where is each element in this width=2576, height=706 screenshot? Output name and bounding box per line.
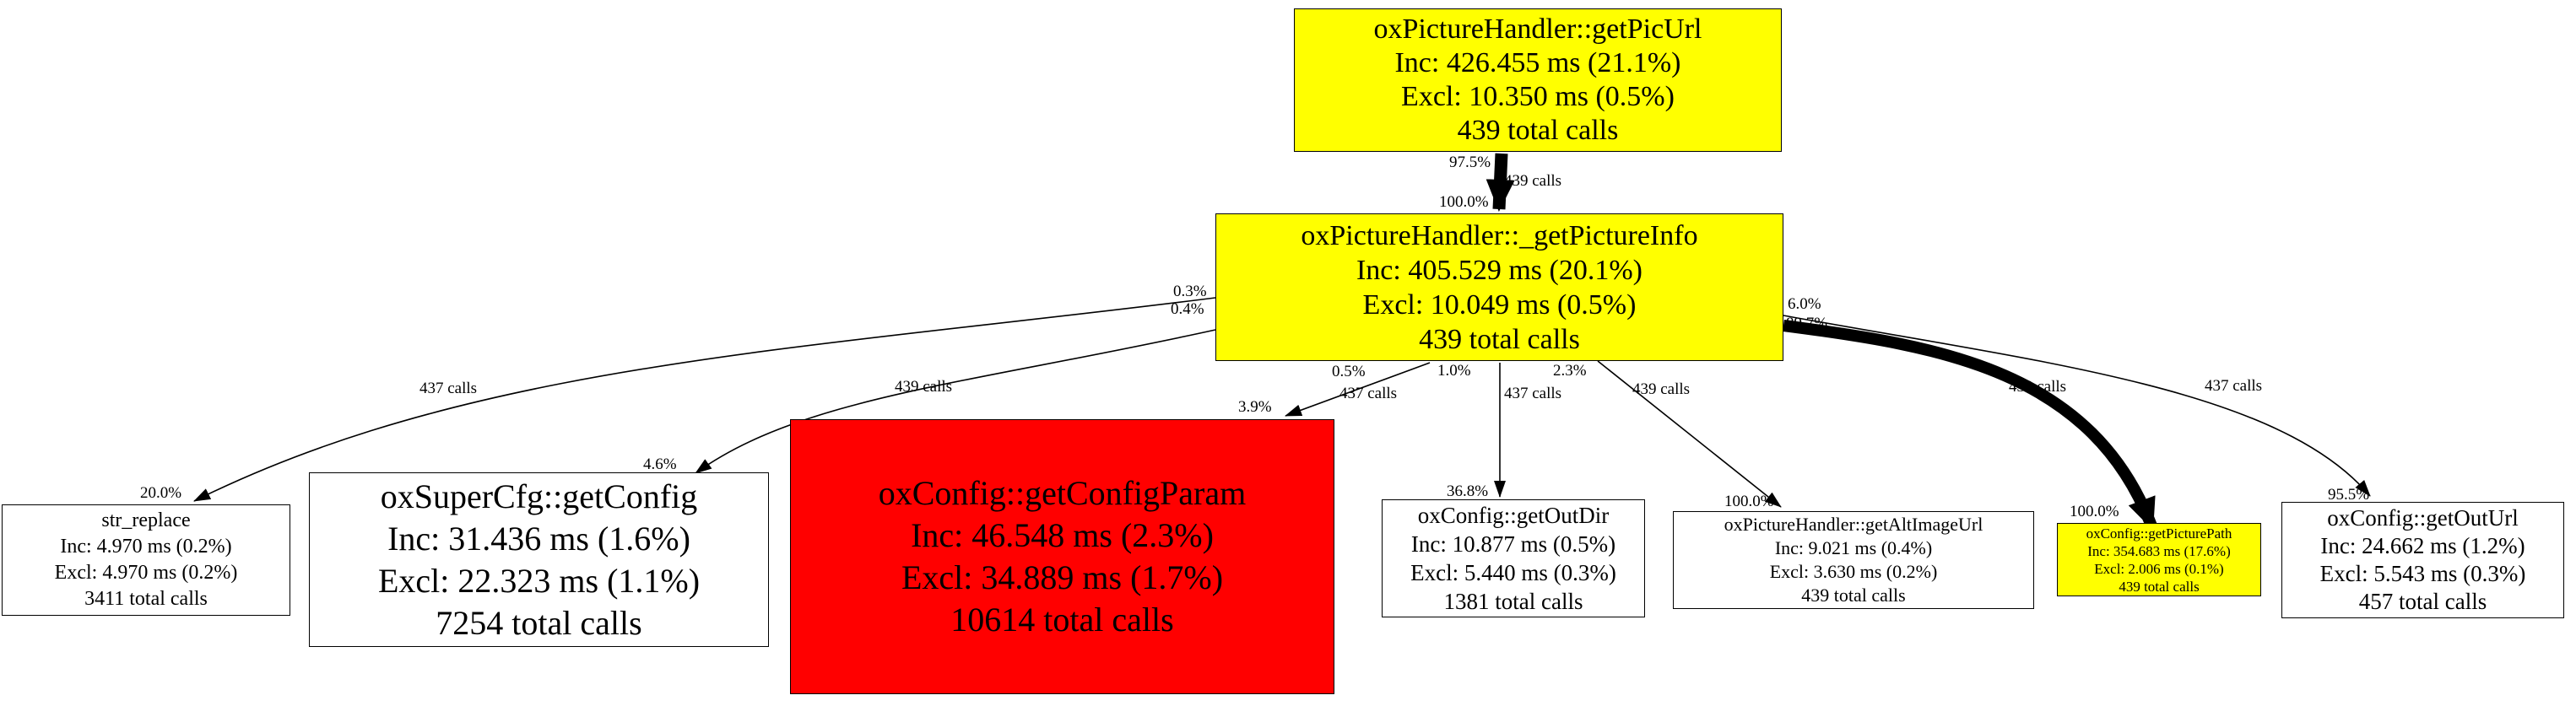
node-exclusive-time: Excl: 34.889 ms (1.7%) bbox=[901, 558, 1224, 596]
edge-getpicturepath-pct-target: 100.0% bbox=[2070, 503, 2119, 520]
edge-getpicurl-getpictureinfo-pct-target: 100.0% bbox=[1439, 193, 1489, 211]
node-exclusive-time: Excl: 22.323 ms (1.1%) bbox=[377, 561, 701, 600]
node-title: oxPictureHandler::_getPictureInfo bbox=[1301, 219, 1698, 251]
node-total-calls: 7254 total calls bbox=[436, 603, 642, 642]
node-exclusive-time: Excl: 10.350 ms (0.5%) bbox=[1401, 81, 1675, 112]
edge-getconfig-pct-target: 4.6% bbox=[643, 455, 677, 473]
node-title: oxPictureHandler::getAltImageUrl bbox=[1724, 514, 1983, 535]
node-inclusive-time: Inc: 354.683 ms (17.6%) bbox=[2087, 542, 2231, 559]
node-title: oxSuperCfg::getConfig bbox=[380, 477, 698, 515]
node-exclusive-time: Excl: 4.970 ms (0.2%) bbox=[54, 562, 238, 584]
edge-strreplace-call-count: 437 calls bbox=[419, 380, 478, 397]
node-title: oxPictureHandler::getPicUrl bbox=[1373, 13, 1702, 45]
node-exclusive-time: Excl: 2.006 ms (0.1%) bbox=[2094, 560, 2224, 577]
edge-getpicturepath-call-count: 439 calls bbox=[2009, 378, 2067, 396]
node-inclusive-time: Inc: 426.455 ms (21.1%) bbox=[1394, 47, 1681, 78]
node-total-calls: 439 total calls bbox=[1419, 323, 1580, 355]
node-total-calls: 439 total calls bbox=[2119, 578, 2200, 595]
edge-getpicurl-getpictureinfo-pct-source: 97.5% bbox=[1449, 154, 1491, 171]
edge-getpictureinfo-to-getouturl bbox=[1783, 315, 2371, 497]
node-oxconfig-getoutdir: oxConfig::getOutDir Inc: 10.877 ms (0.5%… bbox=[1382, 499, 1645, 617]
edge-getoutdir-call-count: 437 calls bbox=[1504, 385, 1562, 402]
node-inclusive-time: Inc: 405.529 ms (20.1%) bbox=[1356, 254, 1642, 286]
node-total-calls: 3411 total calls bbox=[84, 588, 208, 610]
edge-getconfigparam-call-count: 437 calls bbox=[1339, 385, 1398, 402]
node-oxpicturehandler-getaltimageurl: oxPictureHandler::getAltImageUrl Inc: 9.… bbox=[1673, 511, 2034, 609]
node-oxconfig-getouturl: oxConfig::getOutUrl Inc: 24.662 ms (1.2%… bbox=[2281, 502, 2564, 618]
node-total-calls: 457 total calls bbox=[2358, 589, 2487, 614]
node-total-calls: 439 total calls bbox=[1801, 585, 1906, 606]
edge-strreplace-pct-target: 20.0% bbox=[140, 484, 182, 502]
node-total-calls: 10614 total calls bbox=[950, 601, 1174, 639]
edge-getconfig-pct-source: 0.4% bbox=[1171, 300, 1204, 318]
node-inclusive-time: Inc: 9.021 ms (0.4%) bbox=[1774, 537, 1933, 558]
node-title: oxConfig::getOutUrl bbox=[2327, 505, 2519, 531]
edge-getaltimageurl-call-count: 439 calls bbox=[1632, 380, 1691, 398]
edge-getpicturepath-pct-source: 89.7% bbox=[1786, 315, 1828, 332]
node-oxconfig-getpicturepath: oxConfig::getPicturePath Inc: 354.683 ms… bbox=[2057, 523, 2261, 596]
node-exclusive-time: Excl: 5.440 ms (0.3%) bbox=[1410, 560, 1616, 585]
node-exclusive-time: Excl: 5.543 ms (0.3%) bbox=[2319, 561, 2526, 586]
node-oxpicturehandler-getpictureinfo: oxPictureHandler::_getPictureInfo Inc: 4… bbox=[1215, 213, 1783, 361]
node-oxconfig-getconfigparam: oxConfig::getConfigParam Inc: 46.548 ms … bbox=[790, 419, 1334, 694]
node-str-replace: str_replace Inc: 4.970 ms (0.2%) Excl: 4… bbox=[2, 504, 290, 616]
edge-getouturl-pct-source: 6.0% bbox=[1788, 295, 1821, 313]
node-total-calls: 1381 total calls bbox=[1443, 589, 1583, 614]
node-inclusive-time: Inc: 10.877 ms (0.5%) bbox=[1410, 531, 1616, 557]
node-exclusive-time: Excl: 10.049 ms (0.5%) bbox=[1362, 288, 1637, 321]
node-inclusive-time: Inc: 31.436 ms (1.6%) bbox=[387, 519, 690, 558]
node-exclusive-time: Excl: 3.630 ms (0.2%) bbox=[1769, 561, 1938, 582]
edge-getoutdir-pct-target: 36.8% bbox=[1447, 482, 1489, 500]
node-total-calls: 439 total calls bbox=[1457, 115, 1619, 146]
edge-strreplace-pct-source: 0.3% bbox=[1173, 283, 1207, 300]
edge-getconfig-call-count: 439 calls bbox=[895, 378, 953, 396]
edge-getouturl-pct-target: 95.5% bbox=[2328, 486, 2370, 504]
edge-getaltimageurl-pct-target: 100.0% bbox=[1724, 493, 1774, 510]
node-oxsupercfg-getconfig: oxSuperCfg::getConfig Inc: 31.436 ms (1.… bbox=[309, 472, 769, 647]
edge-getpicurl-to-getpictureinfo bbox=[1486, 153, 1515, 212]
edge-getconfigparam-pct-source: 0.5% bbox=[1332, 363, 1366, 380]
edge-getpictureinfo-to-getpicturepath bbox=[1783, 320, 2158, 531]
node-title: str_replace bbox=[101, 509, 191, 531]
edge-getoutdir-pct-source: 1.0% bbox=[1437, 362, 1471, 380]
node-inclusive-time: Inc: 4.970 ms (0.2%) bbox=[60, 536, 232, 558]
edge-getconfigparam-pct-target: 3.9% bbox=[1238, 398, 1272, 416]
node-inclusive-time: Inc: 24.662 ms (1.2%) bbox=[2320, 533, 2525, 558]
edge-getpicurl-getpictureinfo-call-count: 439 calls bbox=[1504, 172, 1562, 190]
node-title: oxConfig::getOutDir bbox=[1417, 503, 1610, 528]
node-title: oxConfig::getPicturePath bbox=[2086, 525, 2232, 542]
node-inclusive-time: Inc: 46.548 ms (2.3%) bbox=[911, 516, 1214, 554]
edge-getouturl-call-count: 437 calls bbox=[2205, 377, 2263, 395]
edge-getaltimageurl-pct-source: 2.3% bbox=[1553, 362, 1587, 380]
node-title: oxConfig::getConfigParam bbox=[878, 474, 1247, 512]
node-oxpicturehandler-getpicurl: oxPictureHandler::getPicUrl Inc: 426.455… bbox=[1294, 8, 1782, 152]
